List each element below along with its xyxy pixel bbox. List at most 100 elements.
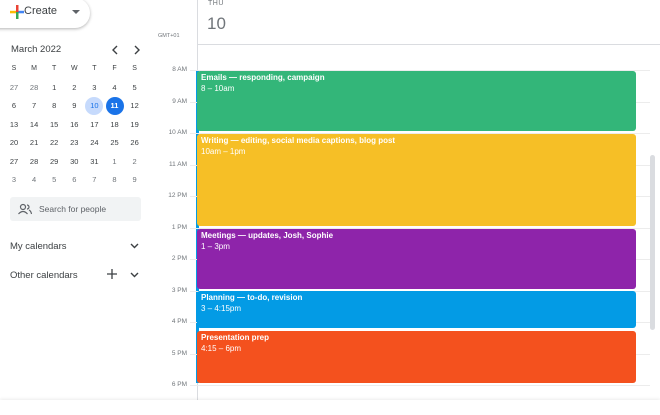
- day-number[interactable]: 12: [130, 101, 139, 111]
- hour-label: 5 PM: [171, 349, 187, 357]
- day-number[interactable]: 25: [110, 138, 119, 148]
- hour-line: [190, 70, 650, 71]
- day-number[interactable]: 14: [29, 119, 39, 129]
- chevron[interactable]: [130, 243, 139, 249]
- event-time: 4:15 – 6pm: [201, 344, 242, 353]
- day-number[interactable]: 6: [11, 101, 17, 111]
- day-number[interactable]: 17: [90, 119, 99, 129]
- day-number[interactable]: 19: [130, 119, 139, 129]
- event-title: Presentation prep: [201, 333, 270, 342]
- selection-strip: [196, 71, 199, 383]
- day-number[interactable]: 3: [11, 175, 17, 184]
- day-number[interactable]: 20: [9, 138, 19, 148]
- day-number[interactable]: 8: [52, 101, 57, 111]
- day-number[interactable]: 31: [90, 156, 99, 166]
- day-number[interactable]: 23: [70, 138, 79, 148]
- hour-label: 2 PM: [171, 255, 187, 262]
- day-number[interactable]: 27: [9, 83, 19, 92]
- event[interactable]: Planning — to-do, revision 3 – 4:15pm: [197, 291, 636, 328]
- hour-line: [190, 385, 650, 386]
- day-number[interactable]: 24: [90, 138, 99, 148]
- hour-label: 4 PM: [171, 318, 187, 325]
- hour-label: 3 PM: [171, 286, 187, 294]
- hour-label: 11 AM: [169, 160, 187, 168]
- day-number[interactable]: 2: [72, 83, 77, 92]
- event-time: 1 – 3pm: [201, 242, 230, 251]
- day-number[interactable]: 7: [32, 101, 37, 111]
- day-number[interactable]: 11: [105, 97, 124, 116]
- day-number[interactable]: 27: [9, 156, 19, 166]
- search-placeholder: Search for people: [39, 204, 107, 214]
- day-number[interactable]: 13: [9, 119, 19, 129]
- day-number[interactable]: 28: [29, 156, 39, 166]
- weekday-label: S: [11, 65, 17, 72]
- day-number[interactable]: 5: [52, 175, 57, 184]
- chevron[interactable]: [130, 272, 139, 278]
- day-number[interactable]: 5: [132, 83, 137, 92]
- day-number[interactable]: 9: [72, 101, 77, 111]
- day-date[interactable]: 10: [207, 14, 226, 33]
- weekday-label: T: [92, 65, 97, 72]
- day-number[interactable]: 26: [130, 138, 139, 148]
- other-calendars[interactable]: Other calendars: [10, 270, 78, 281]
- header-line: [197, 44, 660, 45]
- event-title: Planning — to-do, revision: [201, 293, 303, 302]
- add-icon[interactable]: [107, 269, 117, 279]
- hour-label: 9 AM: [172, 97, 187, 105]
- day-number[interactable]: 2: [132, 156, 137, 166]
- event[interactable]: Presentation prep 4:15 – 6pm: [197, 331, 636, 383]
- dropdown-arrow: [72, 10, 80, 14]
- event-title: Emails — responding, campaign: [201, 73, 325, 82]
- hour-label: 12 PM: [168, 192, 187, 199]
- day-number[interactable]: 6: [72, 175, 77, 184]
- event-time: 8 – 10am: [201, 84, 235, 93]
- hour-label: 1 PM: [171, 223, 187, 231]
- day-number[interactable]: 30: [70, 156, 79, 166]
- day-number[interactable]: 8: [112, 175, 117, 184]
- weekday-label: S: [132, 65, 137, 72]
- day-weekday: THU: [208, 0, 224, 7]
- day-number[interactable]: 10: [85, 97, 104, 116]
- create-label: Create: [24, 5, 58, 17]
- people-icon: [18, 203, 32, 215]
- hour-line: [190, 227, 650, 229]
- month-label: March 2022: [11, 44, 62, 55]
- day-number[interactable]: 7: [92, 175, 97, 184]
- month-nav[interactable]: [110, 44, 144, 56]
- event-title: Meetings — updates, Josh, Sophie: [201, 231, 334, 240]
- day-number[interactable]: 9: [132, 175, 137, 184]
- day-number[interactable]: 18: [110, 119, 119, 129]
- scrollbar[interactable]: [650, 155, 655, 330]
- create-button[interactable]: Create: [0, 0, 90, 28]
- event[interactable]: Emails — responding, campaign 8 – 10am: [197, 71, 636, 131]
- hour-label: 6 PM: [171, 381, 187, 388]
- event[interactable]: Meetings — updates, Josh, Sophie 1 – 3pm: [197, 229, 636, 289]
- day-number[interactable]: 3: [92, 83, 97, 92]
- bottom-bar: [0, 400, 660, 415]
- day-number[interactable]: 28: [29, 83, 39, 92]
- day-number[interactable]: 4: [112, 83, 117, 92]
- day-number[interactable]: 22: [50, 138, 59, 148]
- weekday-label: T: [52, 65, 57, 72]
- hour-line: [190, 133, 650, 134]
- day-number[interactable]: 21: [29, 138, 39, 148]
- event-time: 3 – 4:15pm: [201, 304, 242, 313]
- weekday-label: W: [70, 65, 78, 72]
- weekday-label: M: [31, 65, 38, 72]
- day-number[interactable]: 15: [50, 119, 59, 129]
- search-box[interactable]: Search for people: [10, 197, 141, 221]
- plus-icon: [10, 5, 24, 19]
- event-time: 10am – 1pm: [201, 147, 246, 156]
- day-number[interactable]: 16: [70, 119, 79, 129]
- timezone: GMT+01: [158, 33, 180, 39]
- day-number[interactable]: 4: [32, 175, 37, 184]
- day-number[interactable]: 1: [52, 83, 57, 92]
- day-number[interactable]: 29: [50, 156, 59, 166]
- hour-label: 10 AM: [168, 129, 187, 136]
- event[interactable]: Writing — editing, social media captions…: [197, 134, 636, 226]
- my-calendars[interactable]: My calendars: [10, 241, 67, 252]
- day-number[interactable]: 1: [112, 156, 117, 166]
- hour-label: 8 AM: [172, 66, 187, 73]
- event-title: Writing — editing, social media captions…: [201, 136, 396, 145]
